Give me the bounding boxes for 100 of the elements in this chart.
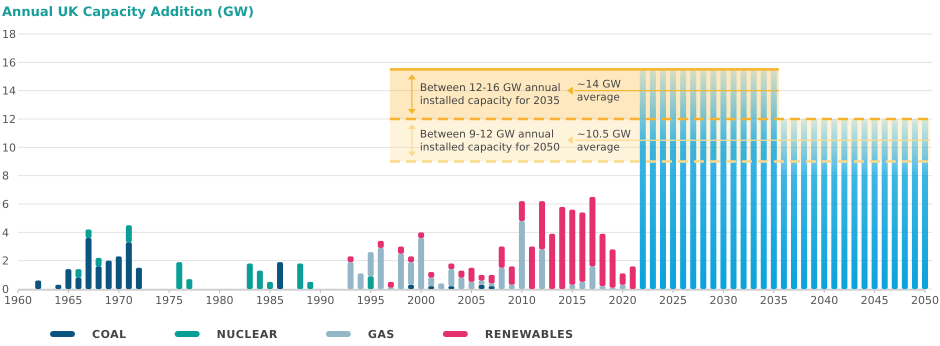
y-tick-label: 4 — [2, 226, 9, 240]
bar — [176, 262, 182, 289]
bar — [650, 69, 656, 289]
x-tick-label: 1960 — [4, 294, 32, 307]
bar — [86, 238, 92, 289]
ref-line-label: ~14 GW average — [576, 78, 622, 104]
x-tick-label: 1985 — [256, 294, 284, 307]
bar — [418, 232, 424, 238]
bar — [589, 196, 596, 266]
bar — [368, 276, 374, 289]
y-tick-label: 12 — [2, 113, 16, 126]
bar — [872, 119, 878, 289]
bar — [579, 212, 586, 282]
bar — [780, 119, 787, 289]
bar — [851, 119, 858, 289]
bar — [348, 256, 354, 262]
bar — [821, 119, 828, 289]
x-tick-label: 1990 — [306, 294, 334, 307]
x-tick-label: 2010 — [508, 294, 536, 307]
bar — [96, 258, 102, 266]
bar — [398, 254, 404, 289]
legend-label: RENEWABLES — [484, 328, 574, 341]
bar — [912, 119, 918, 289]
bar — [186, 279, 192, 289]
bar — [428, 272, 434, 278]
bar — [760, 69, 767, 289]
bar — [740, 69, 747, 289]
bar — [770, 69, 777, 289]
bar — [640, 69, 646, 289]
bar — [408, 262, 414, 285]
bar — [902, 119, 908, 289]
y-tick-label: 16 — [2, 56, 16, 70]
bar — [277, 262, 284, 289]
bar — [307, 282, 314, 289]
chart-title: Annual UK Capacity Addition (GW) — [2, 5, 254, 20]
bar — [75, 269, 82, 278]
bar — [378, 240, 384, 248]
bar — [801, 119, 808, 289]
bar — [458, 270, 464, 278]
x-tick-label: 1980 — [206, 294, 234, 307]
bar — [720, 69, 726, 289]
x-tick-label: 2045 — [860, 294, 889, 307]
bar — [126, 225, 132, 242]
bar — [256, 270, 263, 289]
x-tick-label: 1970 — [104, 294, 133, 307]
legend-label: GAS — [368, 328, 395, 341]
y-tick-label: 8 — [2, 170, 9, 183]
bar — [468, 268, 474, 282]
x-tick-label: 1995 — [356, 294, 385, 307]
y-tick-label: 0 — [2, 283, 9, 296]
bar — [498, 268, 505, 289]
x-tick-label: 2020 — [608, 294, 637, 307]
y-tick-label: 6 — [2, 198, 9, 211]
bar — [630, 266, 636, 289]
bar — [398, 246, 404, 254]
bar — [559, 206, 566, 289]
bar — [922, 119, 928, 289]
bar — [710, 69, 716, 289]
bar — [600, 286, 606, 289]
bar — [539, 249, 546, 289]
bar — [488, 286, 495, 289]
bar — [549, 234, 556, 289]
x-tick-label: 1975 — [155, 294, 184, 307]
bar — [882, 119, 888, 289]
x-tick-label: 2015 — [558, 294, 586, 307]
bar — [841, 119, 848, 289]
bar — [448, 286, 454, 289]
bar — [518, 221, 525, 289]
bar — [106, 260, 112, 289]
bar — [730, 69, 737, 289]
bar — [65, 269, 72, 289]
bar — [600, 234, 606, 286]
bar — [468, 282, 474, 289]
x-tick-label: 2035 — [760, 294, 788, 307]
bar — [680, 69, 686, 289]
bar — [610, 249, 616, 288]
band-label: Between 12-16 GW annual installed capacity for 2035 — [420, 82, 561, 108]
bar — [448, 264, 454, 270]
bar — [750, 69, 757, 289]
bar — [246, 264, 253, 289]
x-tick-label: 2025 — [659, 294, 688, 307]
bar — [348, 262, 354, 289]
bar — [690, 69, 696, 289]
bar — [368, 252, 374, 276]
bar — [75, 278, 82, 289]
bar — [86, 230, 92, 238]
x-tick-label: 2030 — [709, 294, 738, 307]
bar — [448, 269, 454, 286]
bar — [700, 69, 706, 289]
bar — [539, 201, 546, 250]
bar — [418, 238, 424, 289]
bar — [589, 266, 596, 289]
x-tick-label: 1965 — [54, 294, 82, 307]
bar — [498, 246, 505, 268]
bar — [670, 69, 676, 289]
bar — [35, 280, 42, 289]
bar — [136, 268, 142, 289]
bar — [96, 266, 102, 289]
bar — [579, 282, 586, 289]
bar — [790, 119, 797, 289]
